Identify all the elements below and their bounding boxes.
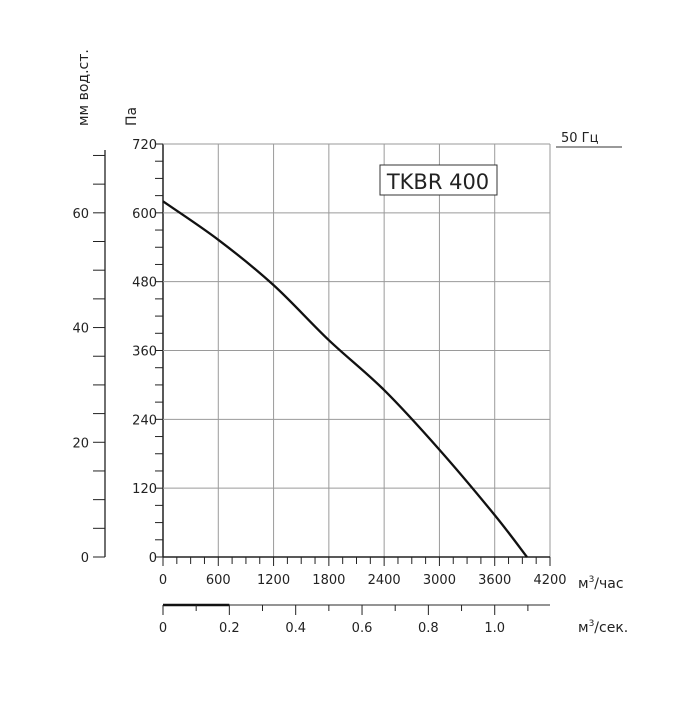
y-tick-label: 360 (132, 345, 157, 360)
x-tick-label: 1800 (312, 573, 345, 588)
x2-tick-label: 0.2 (219, 621, 240, 636)
y2-tick-label: 40 (72, 322, 89, 337)
y-tick-label: 120 (132, 482, 157, 497)
x2-tick-label: 0.6 (352, 621, 373, 636)
performance-curve (162, 200, 528, 558)
y-axis-label-mm: мм вод.ст. (76, 49, 92, 126)
axes: 0 600 1200 1800 2400 3000 3600 4200012024036048… (72, 138, 566, 636)
x2-tick-label: 0.8 (418, 621, 439, 636)
y2-tick-label: 0 (81, 551, 89, 566)
x-tick-label: 600 (206, 573, 231, 588)
y-tick-label: 480 (132, 276, 157, 291)
x-tick-label: 4200 (533, 573, 566, 588)
title-box (379, 164, 498, 196)
x2-tick-label: 0 (159, 621, 167, 636)
chart-title: TKBR 400 (386, 170, 489, 194)
x-tick-label: 2400 (368, 573, 401, 588)
x-tick-label: 1200 (257, 573, 290, 588)
y-tick-label: 240 (132, 413, 157, 428)
grid (162, 143, 551, 558)
y2-tick-label: 60 (72, 207, 89, 222)
x-tick-label: 3000 (423, 573, 456, 588)
x2-tick-label: 1.0 (484, 621, 505, 636)
y-tick-label: 0 (149, 551, 157, 566)
y-tick-label: 720 (132, 138, 157, 153)
x2-tick-label: 0.4 (285, 621, 306, 636)
frequency-label: 50 Гц (561, 131, 599, 146)
y-tick-label: 600 (132, 207, 157, 222)
x-axis-label: м3/час (578, 575, 624, 592)
curve-layer (162, 200, 528, 558)
x2-axis-label: м3/сек. (578, 619, 628, 636)
y2-tick-label: 20 (72, 436, 89, 451)
y-axis-label-pa: Па (124, 107, 140, 126)
x-tick-label: 0 (159, 573, 167, 588)
x-tick-label: 3600 (478, 573, 511, 588)
